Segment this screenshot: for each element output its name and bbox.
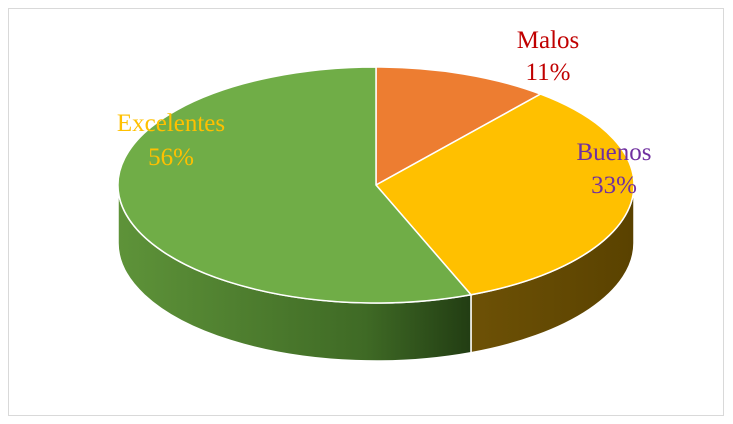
slice-value-malos: 11% [526, 59, 571, 86]
slice-label-excelentes: Excelentes [117, 110, 225, 137]
pie-slice-excelentes [117, 66, 473, 304]
slice-value-buenos: 33% [591, 172, 637, 199]
pie-slice-malos [375, 66, 543, 187]
slice-label-buenos: Buenos [577, 139, 652, 166]
slice-value-excelentes: 56% [148, 144, 194, 171]
pie-slice-buenos [374, 93, 635, 296]
slice-label-malos: Malos [517, 27, 580, 54]
